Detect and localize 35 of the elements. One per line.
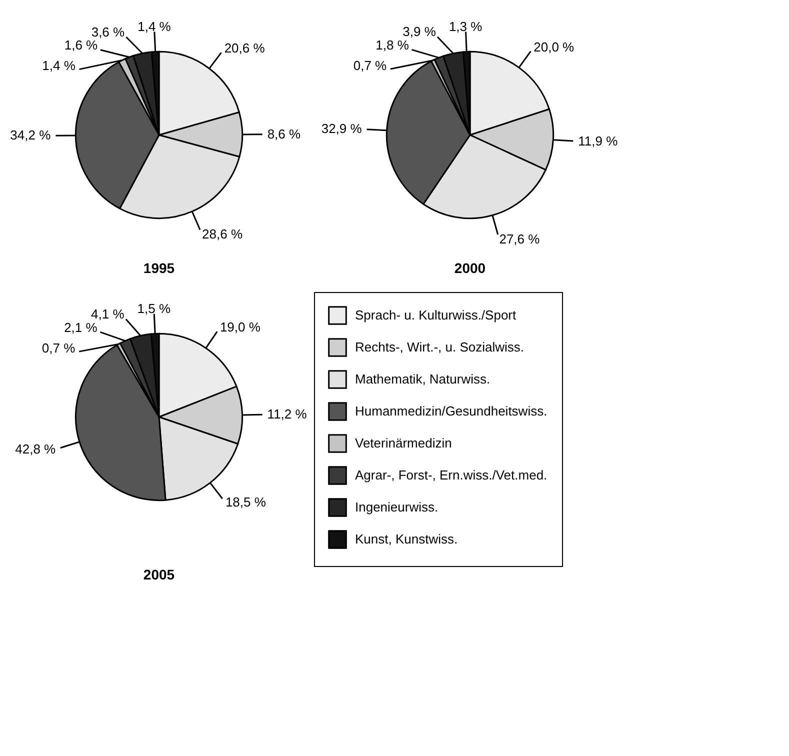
data-label: 1,4 % [138, 18, 172, 34]
data-label: 1,6 % [64, 38, 98, 53]
data-label: 0,7 % [42, 340, 76, 356]
text: 1995 [143, 260, 175, 276]
legend-label: Humanmedizin/Gesundheitswiss. [355, 404, 548, 418]
data-label: 4,1 % [91, 306, 125, 322]
data-label: 11,9 % [578, 133, 618, 148]
data-label: 27,6 % [499, 231, 540, 246]
legend-label: Ingenieurwiss. [355, 500, 438, 514]
data-label: 3,9 % [402, 24, 436, 40]
text: 2005 [143, 566, 175, 582]
legend-label: Kunst, Kunstwiss. [355, 532, 458, 546]
data-label: 19,0 % [220, 319, 261, 334]
data-label: 32,9 % [321, 121, 362, 136]
legend-label: Mathematik, Naturwiss. [355, 372, 490, 386]
data-label: 0,7 % [353, 58, 388, 73]
data-label: 1,8 % [376, 38, 410, 53]
legend-label: Sprach- u. Kulturwiss./Sport [355, 308, 517, 322]
legend-label: Veterinärmedizin [355, 436, 452, 450]
data-label: 42,8 % [15, 441, 56, 456]
data-label: 18,5 % [225, 494, 266, 510]
data-label: 34,2 % [10, 128, 52, 143]
data-label: 28,6 % [202, 226, 243, 242]
data-label: 20,0 % [534, 39, 575, 54]
data-label: 1,4 % [42, 58, 76, 74]
data-label: 8,6 % [267, 126, 302, 142]
data-label: 2,1 % [64, 320, 98, 335]
text: 2000 [454, 260, 486, 276]
legend-label: Agrar-, Forst-, Ern.wiss./Vet.med. [355, 468, 548, 482]
data-label: 20,6 % [224, 40, 266, 56]
legend-label: Rechts-, Wirt.-, u. Sozialwiss. [355, 340, 524, 354]
data-label: 3,6 % [91, 24, 126, 40]
data-label: 11,2 % [267, 406, 308, 422]
data-label: 1,5 % [137, 300, 171, 316]
data-label: 1,3 % [448, 18, 483, 34]
